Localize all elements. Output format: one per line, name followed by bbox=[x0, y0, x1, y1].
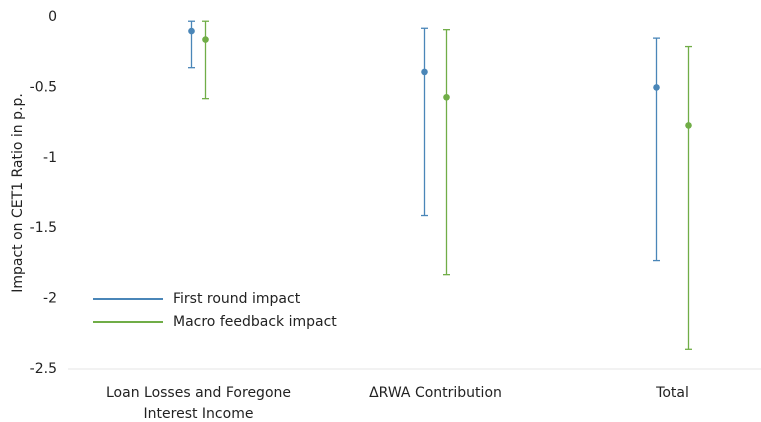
x-tick-label: Total bbox=[656, 385, 689, 401]
point bbox=[202, 36, 209, 43]
point bbox=[421, 68, 428, 76]
x-tick-label: ΔRWA Contribution bbox=[369, 385, 502, 401]
y-tick-label: -1 bbox=[43, 150, 57, 166]
point bbox=[653, 84, 660, 91]
y-tick-label: -2.5 bbox=[30, 361, 57, 377]
point bbox=[188, 27, 195, 35]
legend-label: Macro feedback impact bbox=[173, 314, 337, 330]
point bbox=[443, 93, 450, 101]
x-tick-label: Loan Losses and Foregone Interest Income bbox=[106, 385, 291, 422]
legend-label: First round impact bbox=[173, 291, 301, 307]
y-tick-label: -2 bbox=[43, 291, 57, 307]
point bbox=[685, 122, 692, 129]
y-axis-title: Impact on CET1 Ratio in p.p. bbox=[10, 93, 26, 293]
y-tick-label: -1.5 bbox=[30, 220, 57, 236]
y-tick-label: -0.5 bbox=[30, 79, 57, 95]
y-tick-label: 0 bbox=[48, 9, 57, 25]
